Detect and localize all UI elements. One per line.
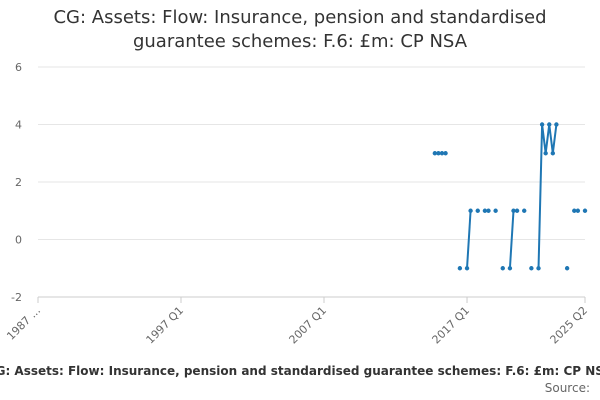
x-tick-label: 2017 Q1: [430, 304, 473, 347]
data-point: [439, 151, 445, 156]
gridlines: [38, 66, 585, 240]
x-axis-tick-labels: 1987 ... 1997 Q1 2007 Q1 2017 Q1 2025 Q2: [4, 304, 590, 347]
chart-title-line-1: CG: Assets: Flow: Insurance, pension and…: [53, 7, 547, 28]
data-point: [539, 122, 545, 127]
data-point: [432, 151, 438, 156]
data-point: [582, 208, 588, 213]
legend: CG: Assets: Flow: Insurance, pension and…: [0, 362, 600, 380]
data-point: [514, 208, 520, 213]
data-point: [511, 208, 516, 213]
source-label: Source:: [544, 381, 590, 395]
x-tick-label: 1997 Q1: [144, 304, 187, 347]
data-point: [500, 266, 505, 271]
y-tick-label: -2: [11, 291, 22, 304]
data-point: [564, 266, 570, 271]
data-point: [547, 122, 552, 127]
data-point: [536, 266, 541, 271]
chart-title-line-2: guarantee schemes: F.6: £m: CP NSA: [132, 31, 468, 52]
legend-series-name: CG: Assets: Flow: Insurance, pension and…: [0, 364, 600, 378]
data-point: [543, 151, 548, 156]
data-point: [457, 266, 463, 271]
y-tick-label: 2: [15, 176, 22, 189]
series-line-segment: [466, 210, 472, 269]
x-axis: [37, 296, 586, 303]
data-point: [486, 208, 491, 213]
data-point: [572, 208, 577, 213]
data-point: [507, 266, 513, 271]
data-point: [443, 151, 448, 156]
x-tick-label: 2007 Q1: [287, 304, 330, 347]
data-point: [482, 208, 488, 213]
data-point: [575, 208, 581, 213]
data-point: [475, 208, 480, 213]
series-line-segment: [537, 123, 558, 269]
data-point: [529, 266, 534, 271]
data-point: [436, 151, 441, 156]
chart-title: CG: Assets: Flow: Insurance, pension and…: [0, 6, 600, 54]
series-group: [432, 122, 588, 271]
data-point: [493, 208, 498, 213]
y-axis-tick-labels: -2 0 2 4 6: [11, 61, 22, 304]
x-tick-label: 2025 Q2: [548, 304, 591, 347]
y-tick-label: 6: [15, 61, 22, 74]
x-tick-label: 1987 ...: [4, 304, 43, 343]
data-point: [464, 266, 470, 271]
data-point: [554, 122, 559, 127]
y-tick-label: 4: [15, 119, 22, 132]
y-tick-label: 0: [15, 234, 22, 247]
data-point: [522, 208, 527, 213]
data-point: [550, 151, 556, 156]
data-point: [468, 208, 473, 213]
